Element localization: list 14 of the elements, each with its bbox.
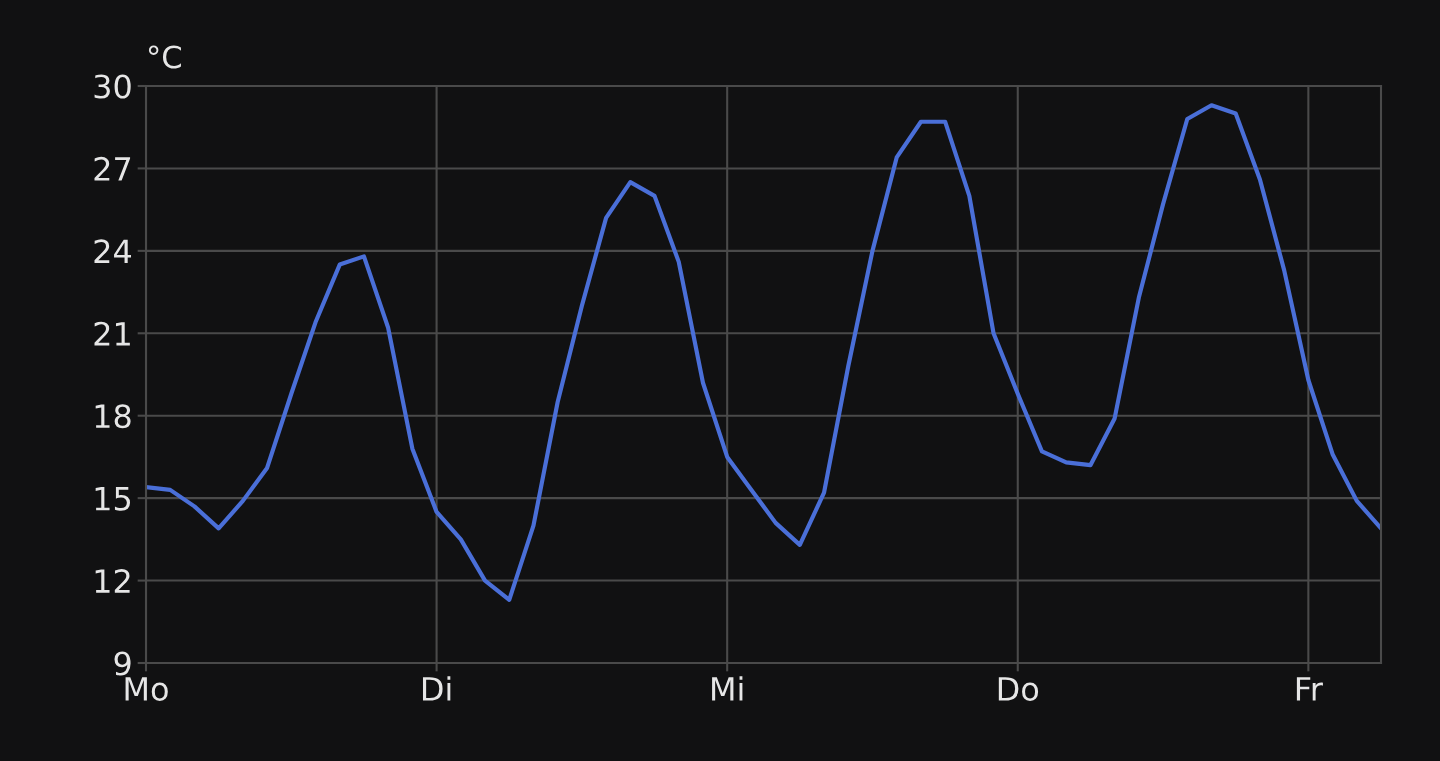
- x-tick-label: Di: [422, 676, 451, 701]
- y-tick-label: 27: [94, 156, 131, 181]
- y-tick-label: 30: [94, 74, 131, 99]
- x-tick-label: Fr: [1296, 677, 1323, 701]
- y-axis-title: °C: [148, 45, 181, 69]
- y-tick-label: 15: [95, 486, 131, 511]
- x-tick-label: Do: [998, 677, 1039, 701]
- y-tick-label: 12: [95, 569, 130, 593]
- x-tick-label: Mi: [712, 676, 743, 701]
- y-tick-label: 18: [95, 404, 131, 429]
- y-tick-label: 24: [94, 239, 132, 263]
- y-tick-label: 21: [94, 321, 130, 346]
- y-tick-label: 9: [114, 651, 131, 676]
- x-tick-label: Mo: [125, 677, 168, 701]
